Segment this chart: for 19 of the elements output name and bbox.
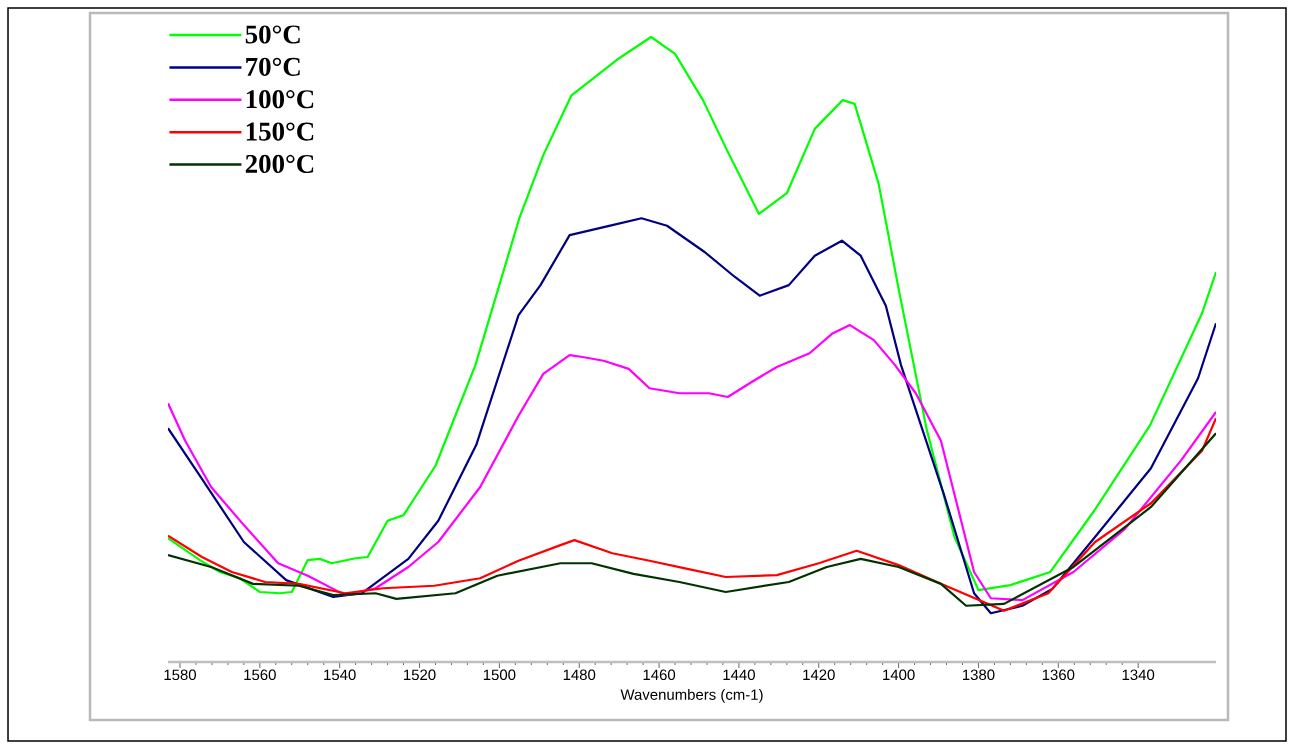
x-tick-label: 1540 [324,669,356,681]
x-tick-label: 1380 [962,669,995,681]
x-tick-label: 1440 [723,669,755,681]
legend-label: 100°C [246,90,314,109]
x-tick-label: 1520 [404,669,436,681]
x-axis-title: Wavenumbers (cm-1) [620,688,763,703]
legend-label: 150°C [246,122,314,141]
x-tick-label: 1500 [483,669,516,681]
legend-label: 70°C [246,57,300,76]
x-tick-label: 1460 [643,669,676,681]
x-tick-label: 1480 [563,669,596,681]
x-tick-label: 1400 [883,669,915,681]
x-tick-label: 1560 [244,669,276,681]
x-tick-label: 1420 [803,669,835,681]
x-tick-label: 1580 [164,669,196,681]
x-tick-label: 1340 [1122,669,1155,681]
x-tick-label: 1360 [1042,669,1075,681]
legend-label: 200°C [245,154,314,174]
legend-label: 50°C [245,25,300,44]
